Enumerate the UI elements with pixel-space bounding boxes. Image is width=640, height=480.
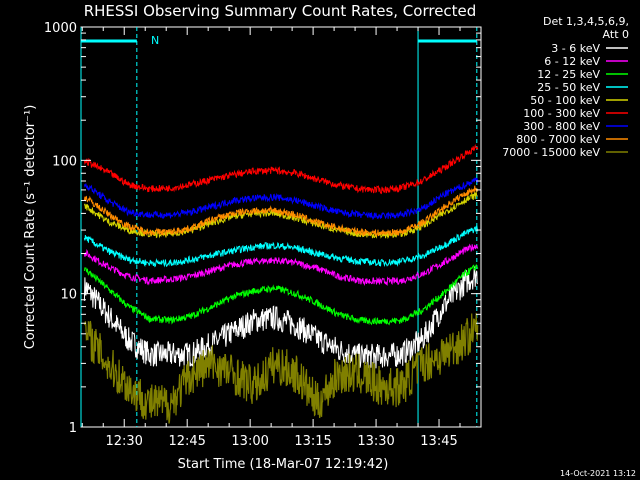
y-axis-label: Corrected Count Rate (s⁻¹ detector⁻¹): [23, 105, 38, 350]
x-tick-label: 13:15: [294, 434, 331, 449]
series-line-800-7000keV: [83, 185, 479, 237]
legend-label: 25 - 50 keV: [537, 81, 600, 94]
x-tick-label: 12:30: [105, 434, 142, 449]
night-flag-label: N: [151, 34, 159, 47]
x-tick-label: 12:45: [168, 434, 205, 449]
legend-header-line-1: Det 1,3,4,5,6,9,: [543, 15, 629, 28]
legend-label: 7000 - 15000 keV: [502, 146, 600, 159]
series-line-3-6keV: [83, 265, 479, 369]
x-tick-label: 13:30: [357, 434, 394, 449]
series-line-300-800keV: [83, 177, 479, 221]
legend-label: 100 - 300 keV: [523, 107, 600, 120]
series-group: [83, 143, 479, 424]
legend-label: 6 - 12 keV: [544, 55, 600, 68]
legend-label: 3 - 6 keV: [551, 42, 600, 55]
x-axis-label: Start Time (18-Mar-07 12:19:42): [178, 457, 389, 472]
x-tick-label: 13:45: [420, 434, 457, 449]
legend-label: 800 - 7000 keV: [516, 133, 600, 146]
legend-header-line-2: Att 0: [603, 28, 629, 41]
legend-label: 12 - 25 keV: [537, 68, 600, 81]
y-axis: 1 10 100 1000: [44, 21, 481, 436]
series-line-100-300keV: [83, 143, 479, 195]
series-line-6-12keV: [83, 243, 479, 286]
y-tick-label: 1: [69, 421, 77, 436]
footer-date: 14-Oct-2021 13:12: [560, 469, 636, 478]
y-tick-label: 100: [52, 154, 77, 169]
y-tick-label: 1000: [44, 21, 77, 36]
legend-label: 50 - 100 keV: [530, 94, 600, 107]
y-tick-label: 10: [60, 288, 77, 303]
series-line-12-25keV: [83, 263, 479, 326]
x-axis: 12:30 12:45 13:00 13:15 13:30 13:45: [81, 27, 482, 449]
series-line-7000-15000keV: [83, 312, 479, 424]
chart-title: RHESSI Observing Summary Count Rates, Co…: [84, 2, 477, 20]
x-tick-label: 13:00: [231, 434, 268, 449]
series-line-25-50keV: [83, 225, 479, 268]
legend-label: 300 - 800 keV: [523, 120, 600, 133]
